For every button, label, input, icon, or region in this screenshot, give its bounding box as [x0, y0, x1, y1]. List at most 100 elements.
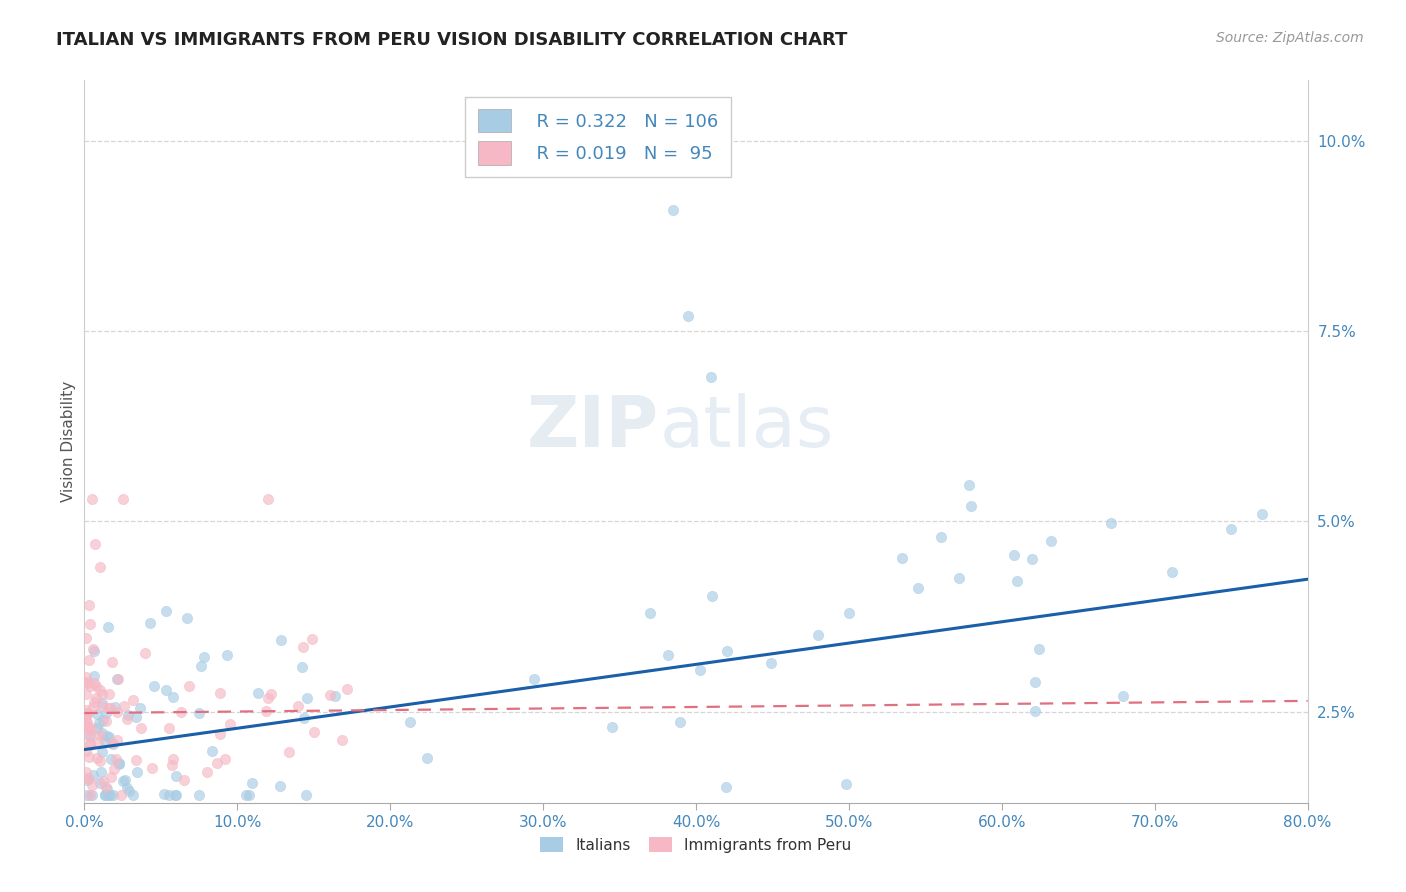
- Point: [82, 779, 104, 793]
- Point: [162, 690, 184, 705]
- Point: [76, 715, 98, 730]
- Point: [700, 590, 723, 604]
- Point: [77, 598, 100, 612]
- Point: [807, 628, 830, 642]
- Point: [278, 745, 301, 759]
- Point: [100, 752, 122, 766]
- Point: [94, 706, 117, 720]
- Point: [114, 772, 136, 787]
- Point: [1039, 533, 1062, 548]
- Point: [91, 774, 114, 789]
- Point: [162, 752, 184, 766]
- Point: [323, 689, 346, 703]
- Point: [84, 690, 107, 705]
- Point: [240, 775, 263, 789]
- Point: [111, 491, 134, 506]
- Point: [157, 788, 180, 802]
- Point: [98, 788, 121, 802]
- Point: [1028, 642, 1050, 657]
- Point: [838, 606, 860, 620]
- Point: [87, 734, 110, 748]
- Point: [170, 706, 193, 720]
- Point: [86, 707, 108, 722]
- Point: [84, 679, 107, 693]
- Point: [104, 752, 127, 766]
- Point: [91, 725, 114, 739]
- Point: [79, 729, 101, 743]
- Point: [907, 581, 929, 595]
- Point: [111, 773, 134, 788]
- Point: [94, 788, 117, 802]
- Point: [689, 663, 711, 677]
- Point: [90, 698, 112, 713]
- Point: [80, 721, 103, 735]
- Point: [75, 675, 97, 690]
- Point: [80, 788, 103, 802]
- Point: [75, 708, 97, 723]
- Point: [83, 669, 105, 683]
- Point: [190, 659, 212, 673]
- Point: [97, 788, 120, 802]
- Point: [208, 727, 231, 741]
- Point: [700, 370, 723, 384]
- Point: [79, 729, 101, 743]
- Point: [160, 758, 183, 772]
- Point: [75, 714, 97, 729]
- Point: [118, 784, 141, 798]
- Point: [295, 690, 318, 705]
- Point: [125, 753, 148, 767]
- Point: [101, 737, 124, 751]
- Point: [121, 692, 143, 706]
- Legend: Italians, Immigrants from Peru: Italians, Immigrants from Peru: [533, 829, 859, 860]
- Point: [75, 708, 97, 723]
- Point: [97, 619, 120, 633]
- Point: [134, 646, 156, 660]
- Point: [1007, 574, 1029, 589]
- Point: [287, 699, 309, 714]
- Point: [89, 728, 111, 742]
- Point: [929, 530, 952, 544]
- Point: [257, 491, 280, 506]
- Text: ITALIAN VS IMMIGRANTS FROM PERU VISION DISABILITY CORRELATION CHART: ITALIAN VS IMMIGRANTS FROM PERU VISION D…: [56, 31, 848, 49]
- Point: [76, 773, 98, 788]
- Point: [1099, 516, 1122, 530]
- Point: [714, 780, 737, 794]
- Point: [79, 679, 101, 693]
- Point: [523, 672, 546, 686]
- Point: [75, 703, 97, 717]
- Point: [153, 787, 176, 801]
- Point: [193, 649, 215, 664]
- Point: [187, 788, 209, 802]
- Point: [129, 721, 152, 735]
- Point: [302, 725, 325, 739]
- Point: [716, 643, 738, 657]
- Point: [82, 642, 104, 657]
- Point: [79, 723, 101, 737]
- Point: [107, 672, 129, 686]
- Point: [214, 752, 236, 766]
- Point: [139, 616, 162, 631]
- Point: [96, 729, 118, 743]
- Point: [75, 670, 97, 684]
- Point: [163, 788, 186, 802]
- Point: [291, 660, 314, 674]
- Point: [1024, 674, 1046, 689]
- Point: [125, 710, 148, 724]
- Point: [108, 757, 131, 772]
- Point: [115, 712, 138, 726]
- Point: [94, 788, 117, 802]
- Point: [235, 788, 257, 802]
- Point: [247, 686, 270, 700]
- Point: [90, 765, 112, 780]
- Point: [89, 682, 111, 697]
- Point: [957, 478, 980, 492]
- Point: [834, 777, 856, 791]
- Point: [657, 648, 679, 663]
- Point: [98, 701, 121, 715]
- Point: [79, 736, 101, 750]
- Point: [100, 770, 122, 784]
- Point: [1002, 548, 1025, 562]
- Point: [1161, 565, 1184, 579]
- Text: ZIP: ZIP: [527, 392, 659, 461]
- Point: [91, 697, 114, 711]
